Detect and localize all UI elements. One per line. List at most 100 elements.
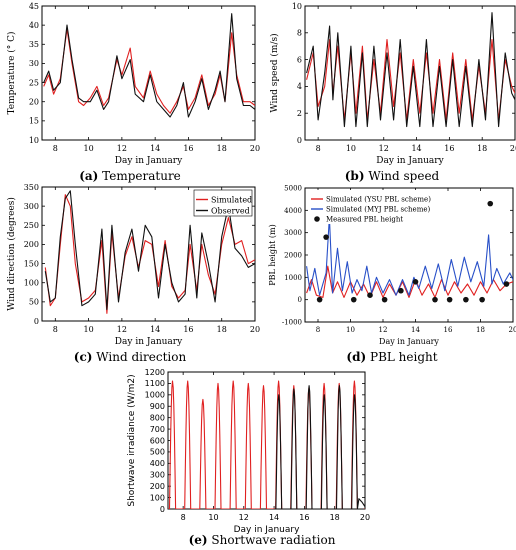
y-tick-label: 350: [24, 183, 39, 192]
y-tick-label: 300: [150, 471, 165, 480]
legend-box: [193, 189, 253, 217]
y-tick-label: 50: [29, 298, 39, 307]
x-tick-label: 8: [316, 144, 321, 153]
x-tick-label: 12: [117, 325, 127, 334]
legend-label-observed: Observed: [211, 206, 250, 215]
y-tick-label: 2000: [284, 251, 302, 259]
plot-frame: [41, 186, 256, 322]
x-tick-label: 8: [181, 513, 186, 522]
x-tick-label: 16: [183, 144, 193, 153]
measured-point: [323, 234, 329, 240]
plot-area: [306, 200, 513, 303]
y-tick-label: 4: [297, 82, 302, 91]
legend-label-simulated: Simulated (YSU PBL scheme): [326, 195, 431, 203]
series-simulated-line: [43, 28, 255, 114]
y-tick-label: 200: [150, 482, 165, 491]
x-tick-label: 14: [411, 326, 420, 334]
x-tick-label: 8: [53, 144, 58, 153]
caption-b: (b) Wind speed: [344, 169, 440, 183]
caption-a: (a) Temperature: [79, 169, 181, 183]
y-tick-label: 600: [150, 436, 165, 445]
y-tick-label: 10: [292, 2, 302, 11]
y-tick-label: 20: [29, 98, 39, 107]
x-tick-label: 16: [183, 325, 193, 334]
y-tick-label: 4000: [284, 207, 302, 215]
y-tick-label: 40: [29, 21, 39, 30]
x-tick-label: 10: [84, 144, 94, 153]
chart-e: 8 10 12 14 16 18 20010020030040050060070080090…: [127, 368, 370, 535]
y-tick-label: 3000: [284, 229, 302, 237]
x-tick-label: 16: [444, 144, 454, 153]
chart-d: 8 10 12 14 16 18 20 -1000 0 1000 2000 3000 4000 5000 D…: [268, 184, 516, 346]
measured-point: [432, 296, 438, 303]
x-tick-label: 18: [476, 326, 485, 334]
y-tick-label: 0: [160, 505, 165, 514]
x-tick-label: 14: [150, 144, 160, 153]
plot-frame: [304, 5, 516, 141]
y-tick-label: 35: [29, 40, 39, 49]
caption-d: (d) PBL height: [346, 350, 438, 364]
y-axis-label: Wind direction (degrees): [6, 197, 17, 311]
x-tick-label: 20: [509, 326, 516, 334]
x-tick-label: 10: [84, 325, 94, 334]
plot-area: [306, 12, 515, 128]
x-tick-label: 12: [239, 513, 249, 522]
y-tick-label: 700: [150, 425, 165, 434]
y-tick-label: 6: [297, 55, 302, 64]
x-tick-label: 18: [217, 144, 227, 153]
x-axis-label: Day in January: [115, 156, 183, 166]
measured-point: [463, 296, 469, 303]
x-tick-label: 10: [346, 326, 355, 334]
y-tick-label: 45: [29, 2, 39, 11]
measured-point: [367, 292, 373, 299]
y-tick-label: 0: [298, 296, 302, 304]
x-tick-label: 18: [217, 325, 227, 334]
y-tick-label: -1000: [282, 318, 302, 326]
y-tick-label: 400: [150, 459, 165, 468]
series-simulated-line: [306, 265, 513, 298]
y-tick-label: 10: [29, 136, 39, 145]
x-tick-label: 8: [316, 326, 320, 334]
series-observed-line: [306, 12, 515, 128]
y-tick-label: 150: [24, 259, 39, 268]
caption-e: (e) Shortwave radiation: [188, 533, 336, 547]
legend-marker-measured: [314, 216, 320, 222]
x-tick-label: 10: [346, 144, 356, 153]
x-tick-label: 20: [360, 513, 370, 522]
x-tick-label: 20: [250, 325, 260, 334]
x-tick-label: 14: [411, 144, 421, 153]
x-tick-label: 16: [299, 513, 309, 522]
measured-point: [487, 200, 494, 207]
x-tick-label: 18: [477, 144, 487, 153]
x-tick-label: 18: [330, 513, 340, 522]
measured-point: [479, 296, 485, 303]
y-tick-label: 8: [297, 29, 302, 38]
series-observed-line: [274, 385, 365, 509]
x-tick-label: 12: [379, 326, 388, 334]
y-tick-label: 100: [24, 279, 39, 288]
plot-area: [44, 190, 255, 314]
chart-a: 8 10 12 14 16 18 20 10 15 20 25 30 35 40 45 Day in Janu…: [6, 2, 260, 166]
x-tick-label: 16: [444, 326, 453, 334]
measured-point: [446, 296, 453, 303]
y-tick-label: 900: [150, 402, 165, 411]
measured-point: [316, 296, 323, 303]
legend: Simulated (YSU PBL scheme) Simulated (MYJ…: [309, 190, 431, 224]
y-tick-label: 1100: [145, 379, 165, 388]
x-axis-label: Day in January: [234, 525, 300, 535]
y-tick-label: 500: [150, 448, 165, 457]
y-axis-label: PBL height (m): [268, 224, 277, 285]
measured-point: [350, 296, 357, 303]
y-tick-label: 0: [34, 317, 39, 326]
y-axis-label: Shortwave irradiance (W/m2): [127, 374, 137, 506]
y-tick-label: 5000: [284, 184, 302, 192]
legend-label-simulated: Simulated: [211, 195, 252, 204]
x-tick-label: 20: [510, 144, 516, 153]
legend-label-myj: Simulated (MYJ PBL scheme): [326, 205, 430, 213]
measured-point: [503, 281, 510, 287]
x-tick-label: 12: [379, 144, 389, 153]
y-tick-label: 15: [29, 117, 39, 126]
x-axis-label: Day in January: [379, 337, 439, 346]
legend-label-measured: Measured PBL height: [326, 215, 403, 223]
